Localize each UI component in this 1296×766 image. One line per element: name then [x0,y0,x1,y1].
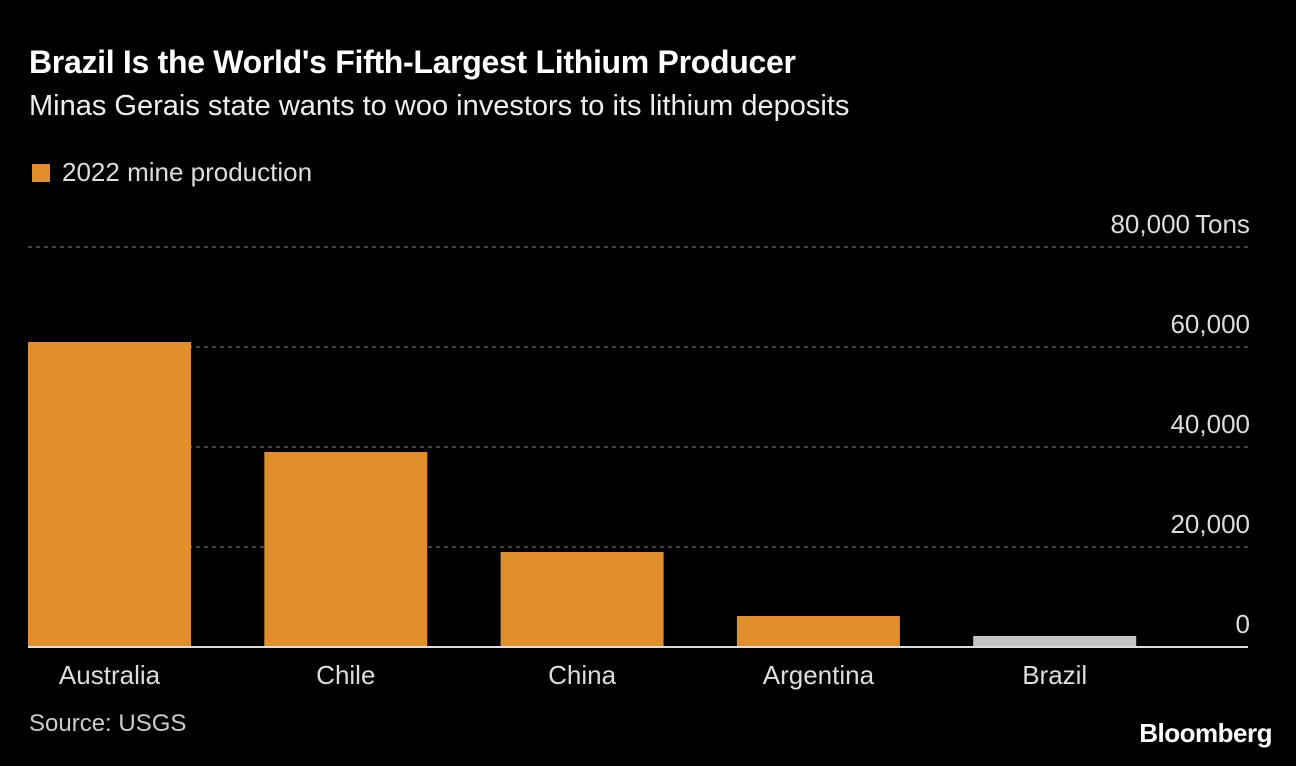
x-tick-label: Chile [316,660,375,690]
legend-swatch [32,163,50,182]
legend-label: 2022 mine production [62,157,313,187]
x-tick-label: Argentina [763,660,875,690]
bar-chile [264,452,428,647]
y-tick-label: 60,000 [1170,309,1250,339]
legend: 2022 mine production [32,157,312,188]
y-tick-label: 80,000 [1110,209,1190,239]
y-tick-label: 40,000 [1170,409,1250,439]
y-tick-label: 20,000 [1170,509,1250,539]
chart-title: Brazil Is the World's Fifth-Largest Lith… [29,44,796,80]
source-note: Source: USGS [29,710,187,737]
x-tick-label: Brazil [1022,660,1087,690]
bar-australia [28,342,191,647]
y-unit-label: Tons [1195,209,1250,239]
bar-argentina [736,616,900,647]
bar-china [500,552,664,647]
y-tick-label: 0 [1236,609,1250,639]
bar-brazil [973,636,1137,647]
x-tick-label: Australia [59,660,161,690]
bloomberg-logo: Bloomberg [1139,718,1272,748]
x-tick-label: China [548,660,616,690]
chart-subtitle: Minas Gerais state wants to woo investor… [29,90,850,122]
